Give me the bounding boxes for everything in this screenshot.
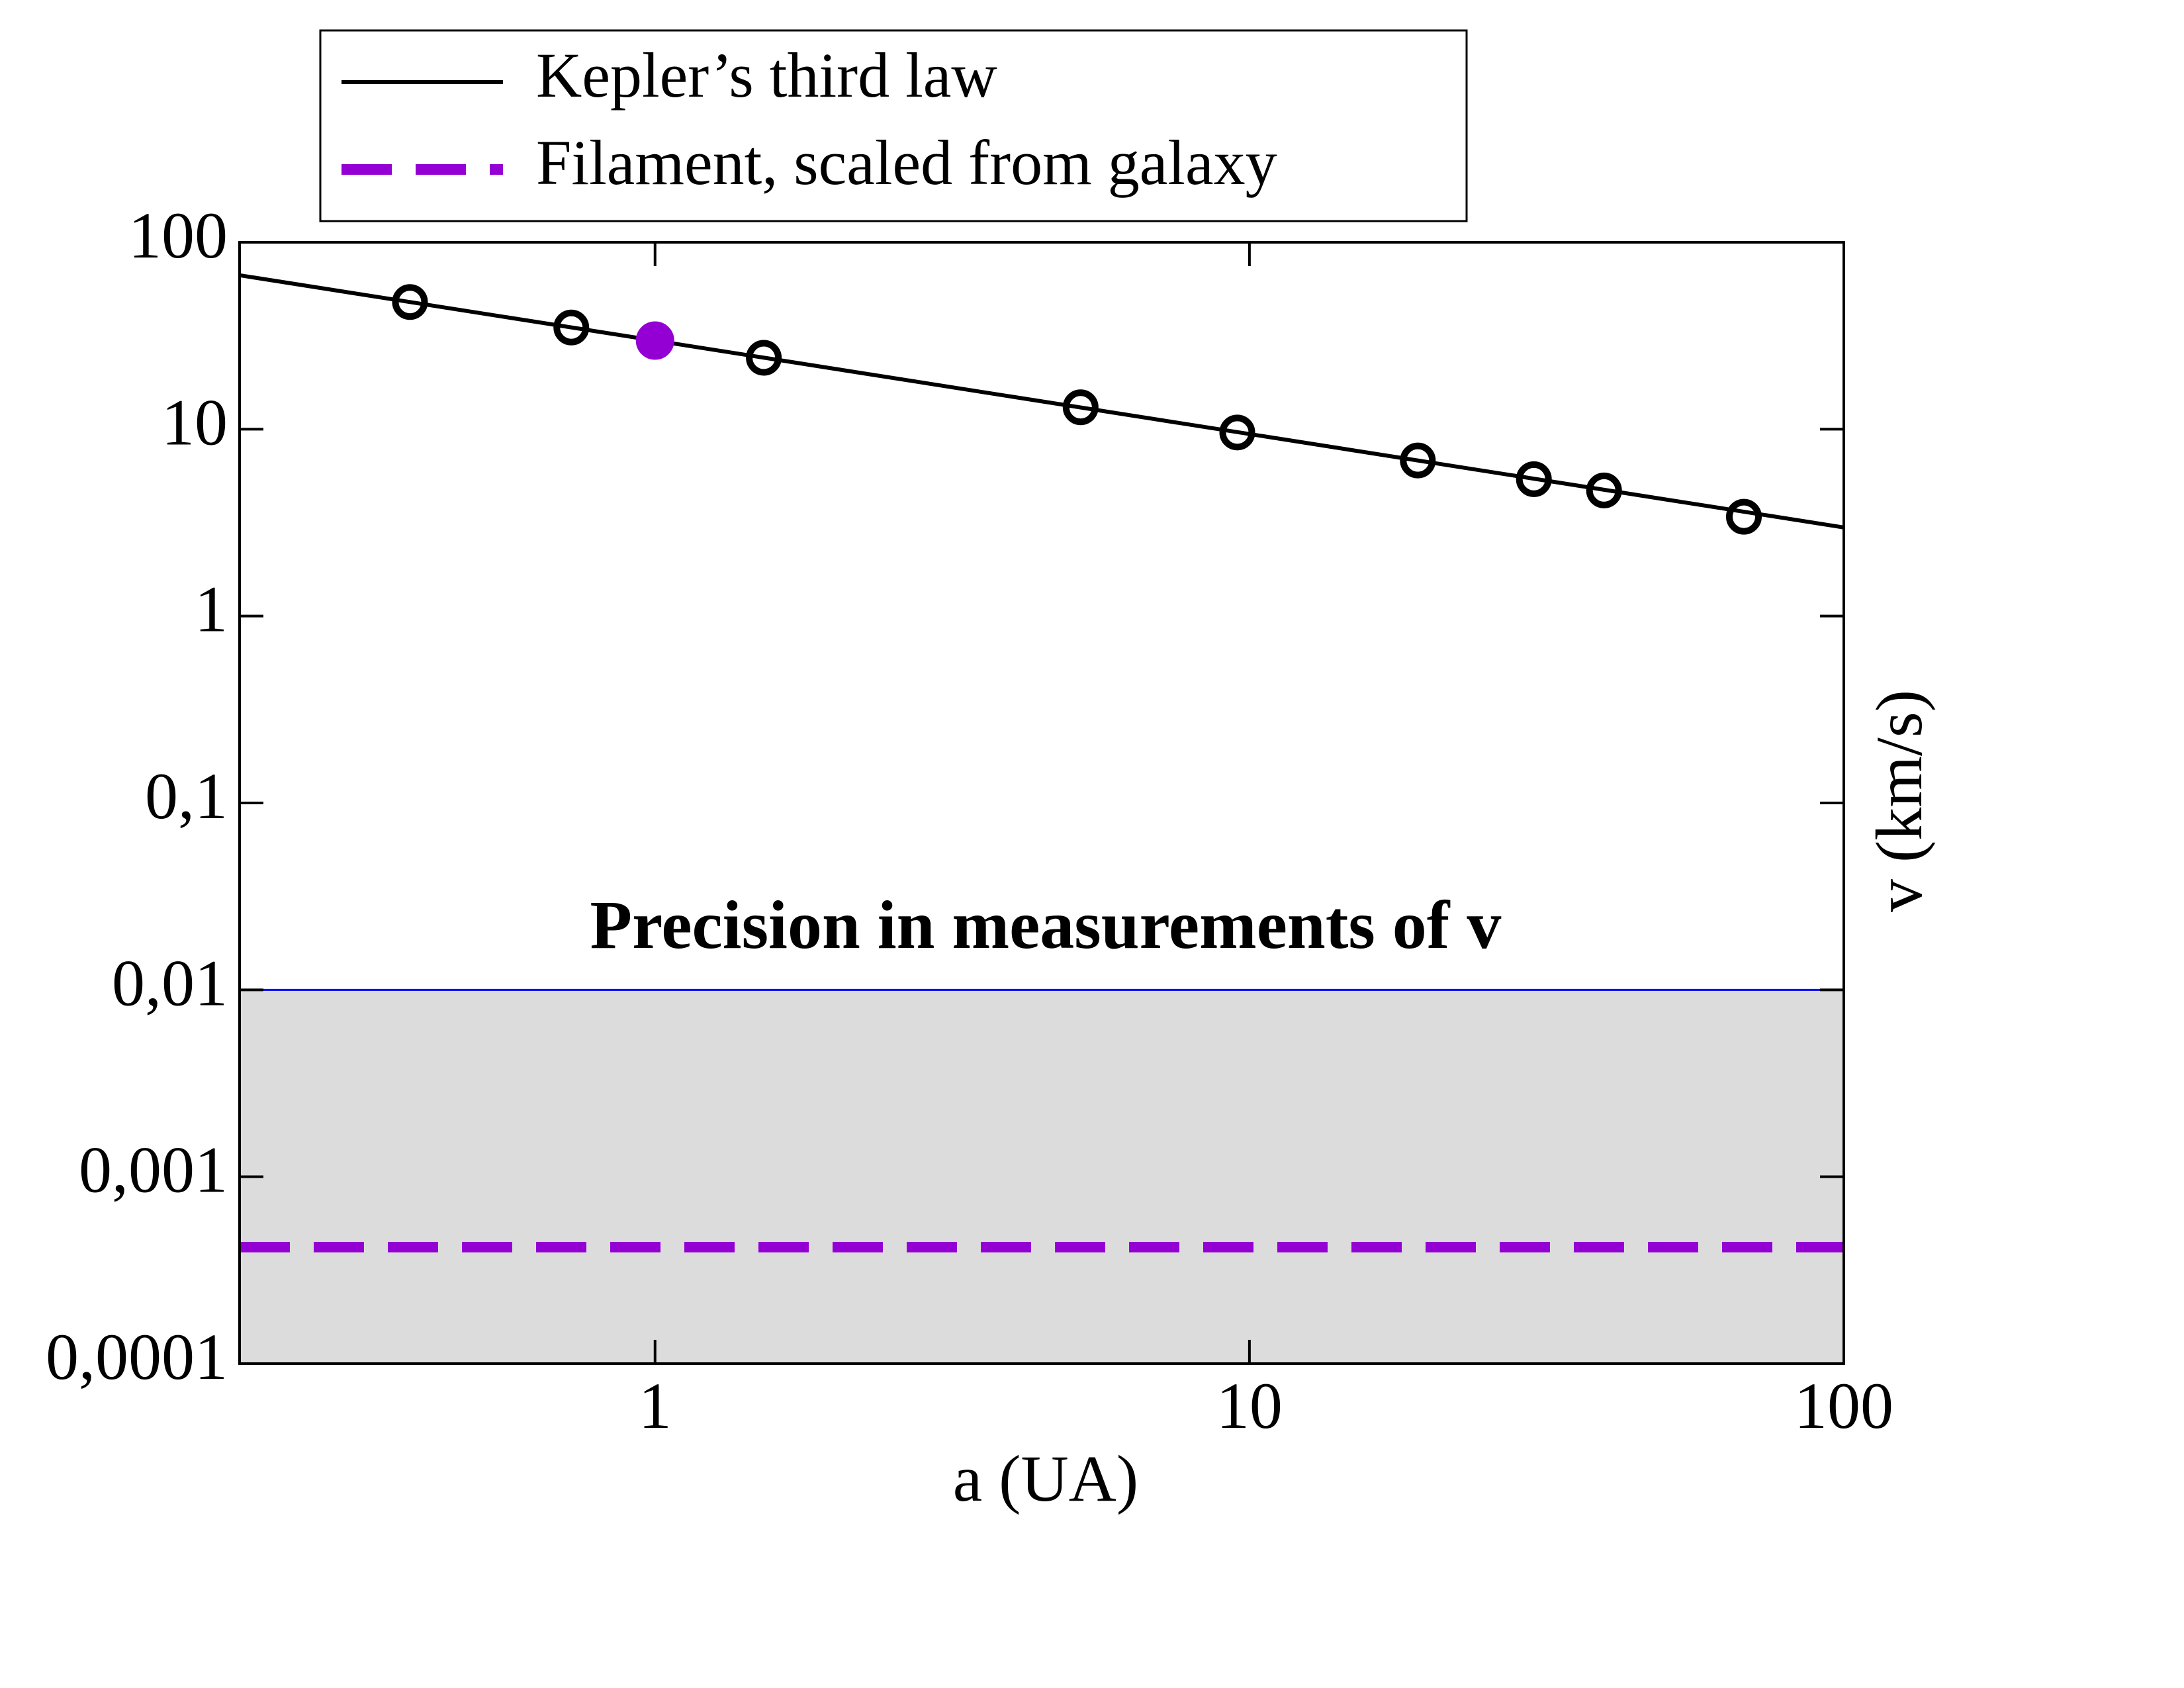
data-point	[746, 340, 782, 376]
y-axis-label: v (km/s)	[1862, 690, 1936, 912]
data-point	[392, 284, 428, 320]
y-tick-label: 0,001	[79, 1133, 228, 1207]
data-point	[635, 321, 674, 360]
data-point	[1400, 442, 1436, 479]
y-tick-label: 1	[195, 573, 228, 646]
data-point	[553, 309, 590, 346]
legend-label: Filament, scaled from galaxy	[536, 127, 1277, 198]
data-point	[1219, 414, 1255, 451]
x-axis-label: a (UA)	[953, 1442, 1138, 1515]
data-point	[1516, 461, 1552, 497]
x-tick-label: 10	[1216, 1369, 1283, 1442]
legend-box	[319, 29, 1468, 222]
annotation: Precision in measurements of v	[590, 887, 1502, 963]
y-tick-label: 100	[128, 199, 228, 272]
y-tick-label: 0,1	[145, 759, 228, 833]
data-point	[1062, 389, 1099, 426]
data-point	[1725, 498, 1762, 535]
y-tick-label: 0,01	[112, 946, 228, 1019]
y-tick-label: 0,0001	[46, 1320, 228, 1393]
legend-label: Kepler’s third law	[536, 40, 997, 111]
y-tick-label: 10	[161, 385, 228, 459]
data-point	[1586, 472, 1622, 508]
x-tick-label: 100	[1794, 1369, 1893, 1442]
series-line	[239, 273, 1844, 530]
precision-band	[240, 990, 1844, 1364]
x-tick-label: 1	[639, 1369, 672, 1442]
